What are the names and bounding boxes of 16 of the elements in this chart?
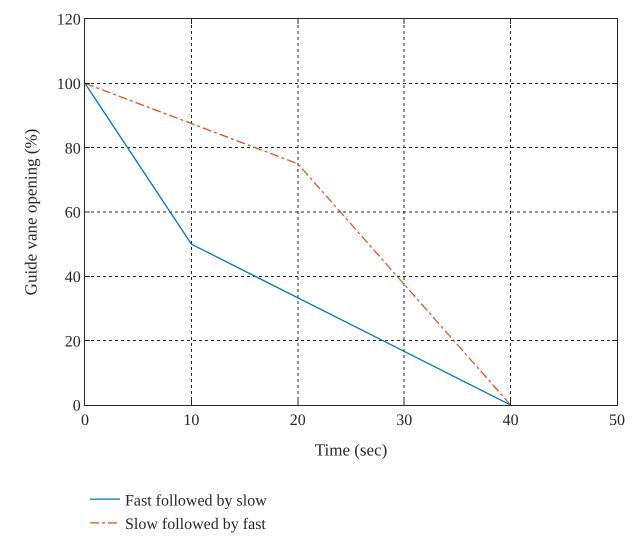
x-axis-title: Time (sec) [314, 440, 388, 460]
legend-label: Slow followed by fast [125, 516, 266, 534]
y-tick-label: 0 [72, 398, 81, 415]
y-tick-label: 80 [64, 140, 81, 158]
x-tick-label: 50 [609, 412, 625, 430]
y-tick-label: 40 [64, 268, 81, 286]
x-tick-label: 40 [502, 412, 519, 430]
y-tick-label: 100 [56, 76, 81, 93]
y-tick-label: 120 [56, 12, 81, 29]
y-tick-label: 60 [64, 204, 81, 222]
x-tick-label: 20 [290, 412, 306, 430]
y-axis-title: Guide vane opening (%) [21, 128, 40, 296]
x-tick-label: 30 [396, 412, 412, 430]
legend-label: Fast followed by slow [125, 492, 268, 510]
y-tick-label: 20 [64, 333, 81, 350]
x-tick-label: 10 [183, 412, 200, 430]
